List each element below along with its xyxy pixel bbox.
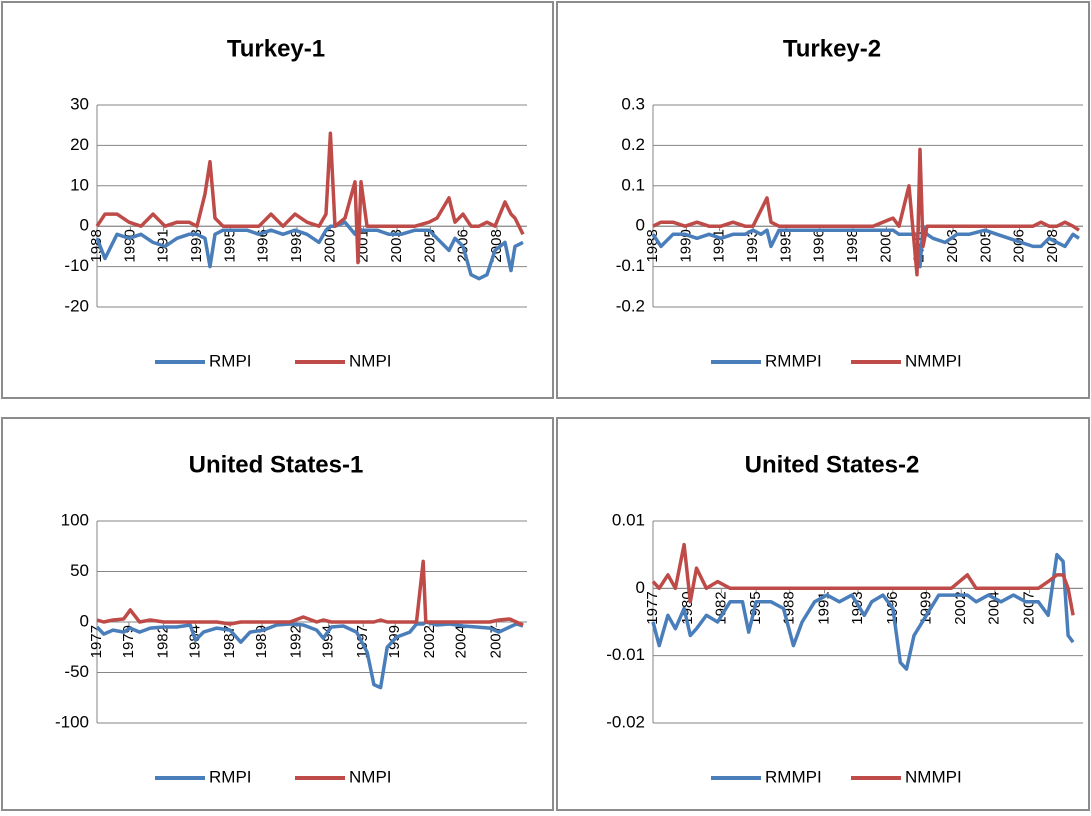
series-line	[651, 542, 1075, 616]
y-tick-label: -50	[64, 662, 89, 681]
x-tick-label: 1996	[255, 229, 272, 262]
y-tick-label: -10	[64, 256, 89, 275]
x-tick-label: 1994	[320, 625, 337, 658]
legend-label: RMPI	[209, 767, 252, 786]
x-tick-label: 1999	[917, 591, 934, 624]
x-tick-label: 2005	[977, 229, 994, 262]
x-tick-label: 1998	[288, 229, 305, 262]
y-tick-label: 0.1	[621, 175, 645, 194]
panel-frame	[1, 1, 554, 399]
x-tick-label: 2008	[1044, 229, 1061, 262]
x-tick-label: 1998	[844, 229, 861, 262]
legend-label: RMPI	[209, 351, 252, 370]
x-tick-label: 2000	[321, 229, 338, 262]
x-tick-label: 2000	[877, 229, 894, 262]
y-tick-label: 10	[70, 175, 89, 194]
y-tick-label: 0.01	[612, 510, 645, 529]
y-tick-label: 30	[70, 94, 89, 113]
x-tick-label: 1995	[777, 229, 794, 262]
series-line	[95, 620, 524, 690]
x-tick-label: 2006	[1011, 229, 1028, 262]
x-tick-label: 1988	[644, 229, 661, 262]
legend-label: NMPI	[349, 351, 392, 370]
chart-title: Turkey-2	[783, 35, 881, 62]
chart-title: United States-2	[745, 451, 920, 478]
x-tick-label: 1996	[811, 229, 828, 262]
x-tick-label: 1982	[155, 625, 172, 658]
y-tick-label: 100	[61, 510, 89, 529]
y-tick-label: -0.2	[616, 296, 645, 315]
y-tick-label: 0.2	[621, 135, 645, 154]
x-tick-label: 1988	[88, 229, 105, 262]
x-tick-label: 2002	[421, 625, 438, 658]
x-tick-label: 2005	[421, 229, 438, 262]
x-tick-label: 1977	[644, 591, 661, 624]
series-line	[95, 220, 524, 281]
x-tick-label: 2003	[388, 229, 405, 262]
y-tick-label: -0.02	[606, 712, 645, 731]
y-tick-label: 20	[70, 135, 89, 154]
x-tick-label: 2003	[944, 229, 961, 262]
panel-frame	[1, 417, 554, 811]
series-line	[652, 147, 1080, 277]
x-tick-label: 1989	[253, 625, 270, 658]
series-line	[96, 559, 524, 627]
legend-label: NMPI	[349, 767, 392, 786]
y-tick-label: 0	[636, 578, 645, 597]
x-tick-label: 1977	[88, 625, 105, 658]
series-line	[651, 224, 1080, 269]
panel-frame	[556, 1, 1090, 399]
y-tick-label: -0.1	[616, 256, 645, 275]
legend-label: RMMPI	[765, 767, 822, 786]
series-line	[95, 131, 525, 265]
y-tick-label: -0.01	[606, 645, 645, 664]
y-tick-label: 0	[80, 216, 89, 235]
legend-label: NMMPI	[905, 767, 962, 786]
x-tick-label: 2004	[453, 625, 470, 658]
y-tick-label: 0	[80, 611, 89, 630]
x-tick-label: 1995	[221, 229, 238, 262]
y-tick-label: -20	[64, 296, 89, 315]
y-tick-label: -100	[55, 712, 89, 731]
legend-label: RMMPI	[765, 351, 822, 370]
x-tick-label: 1992	[288, 625, 305, 658]
chart-title: United States-1	[189, 451, 364, 478]
series-line	[651, 552, 1075, 671]
legend-label: NMMPI	[905, 351, 962, 370]
y-tick-label: 0.3	[621, 94, 645, 113]
chart-title: Turkey-1	[227, 35, 325, 62]
x-tick-label: 2002	[952, 591, 969, 624]
y-tick-label: 0	[636, 216, 645, 235]
x-tick-label: 2007	[1021, 591, 1038, 624]
panel-frame	[556, 417, 1090, 811]
x-tick-label: 1993	[744, 229, 761, 262]
x-tick-label: 1982	[712, 591, 729, 624]
y-tick-label: 50	[70, 561, 89, 580]
